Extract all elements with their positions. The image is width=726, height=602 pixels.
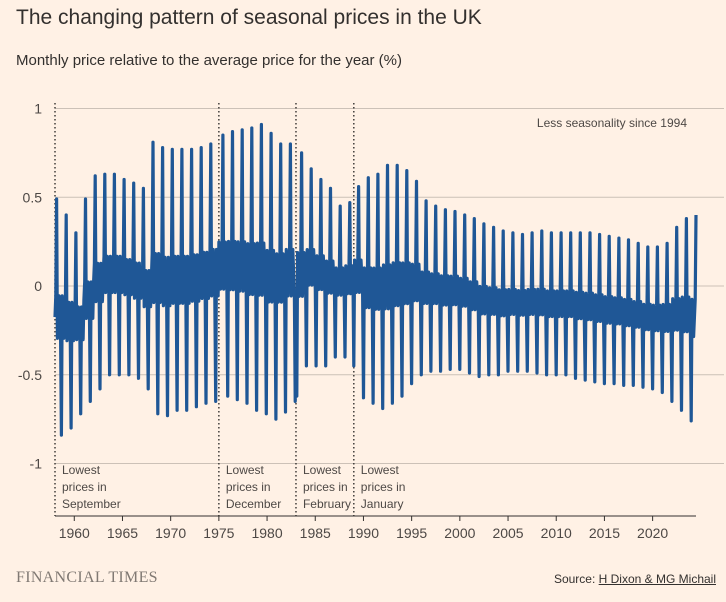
chart-title: The changing pattern of seasonal prices … — [16, 6, 482, 29]
period-label: Lowest prices in January — [361, 463, 406, 511]
y-tick-label: 0 — [34, 278, 42, 294]
x-axis: 1960 1965 1970 1975 1980 1985 1990 1995 2000 2005… — [55, 515, 696, 541]
x-tick-label: 1960 — [59, 525, 90, 541]
y-tick-label: -1 — [30, 456, 43, 472]
y-tick-label: -0.5 — [18, 367, 42, 383]
brand-logo: FINANCIAL TIMES — [16, 569, 158, 586]
x-tick-label: 2000 — [444, 525, 475, 541]
x-tick-label: 1990 — [348, 525, 379, 541]
y-tick-label: 0.5 — [23, 189, 43, 205]
source-prefix: Source: — [553, 572, 599, 586]
x-tick-label: 1980 — [251, 525, 282, 541]
x-tick-label: 2005 — [492, 525, 523, 541]
x-tick-label: 1975 — [203, 525, 234, 541]
x-tick-label: 1985 — [300, 525, 331, 541]
x-tick-label: 1995 — [396, 525, 427, 541]
chart-subtitle: Monthly price relative to the average pr… — [16, 52, 403, 69]
source-credit: Source: H Dixon & MG Michail — [554, 572, 716, 586]
period-label: Lowest prices in December — [226, 463, 281, 511]
chart-annotation: Less seasonality since 1994 — [537, 116, 687, 130]
x-tick-label: 1970 — [155, 525, 186, 541]
x-tick-label: 2020 — [637, 525, 668, 541]
y-tick-labels: 1 0.5 0 -0.5 -1 — [18, 101, 42, 472]
x-tick-label: 2010 — [541, 525, 572, 541]
period-label: Lowest prices in February — [303, 463, 351, 511]
period-markers: Lowest prices in September Lowest prices in D… — [54, 103, 406, 516]
source-link[interactable]: H Dixon & MG Michail — [598, 572, 716, 586]
chart: 10.50-0.5-1 Lowest prices in SeptemberLowe… — [18, 101, 724, 541]
period-label: Lowest prices in September — [62, 463, 121, 511]
x-tick-label: 2015 — [589, 525, 620, 541]
series-line — [53, 122, 698, 437]
y-tick-label: 1 — [34, 101, 42, 117]
x-tick-label: 1965 — [107, 525, 138, 541]
